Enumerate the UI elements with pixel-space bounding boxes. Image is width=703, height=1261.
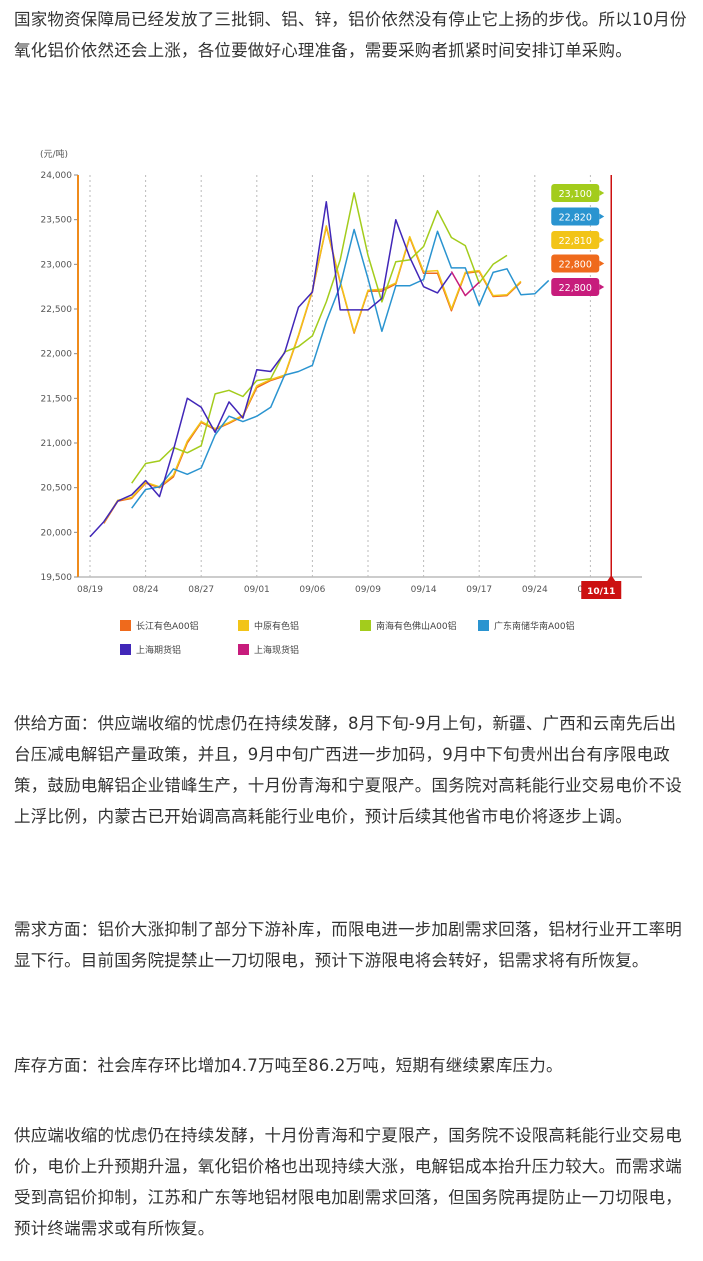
inventory-paragraph: 库存方面：社会库存环比增加4.7万吨至86.2万吨，短期有继续累库压力。 (14, 1056, 563, 1075)
y-tick-label: 20,500 (41, 484, 73, 494)
end-value-badge-pointer (599, 190, 605, 196)
legend-label: 上海现货铝 (254, 644, 299, 656)
series-line (131, 192, 508, 484)
y-tick-label: 20,000 (41, 528, 73, 538)
series-line (131, 228, 550, 509)
y-tick-label: 22,000 (41, 350, 73, 360)
y-tick-label: 19,500 (41, 573, 73, 583)
current-date-badge-pointer (607, 575, 616, 581)
legend-swatch (478, 620, 489, 631)
end-value-label: 22,800 (559, 283, 592, 294)
legend-swatch (120, 620, 131, 631)
y-tick-label: 23,000 (41, 260, 73, 270)
x-tick-label: 08/24 (133, 585, 159, 595)
y-tick-label: 21,500 (41, 394, 73, 404)
x-tick-label: 08/19 (77, 585, 103, 595)
x-tick-label: 09/01 (244, 585, 270, 595)
end-value-badge-pointer (599, 237, 605, 243)
demand-paragraph: 需求方面：铝价大涨抑制了部分下游补库，而限电进一步加剧需求回落，铝材行业开工率明… (14, 920, 682, 970)
legend-label: 上海期货铝 (136, 644, 181, 656)
legend-swatch (238, 644, 249, 655)
end-value-badge (551, 231, 600, 249)
intro-paragraph: 国家物资保障局已经发放了三批铜、铝、锌，铝价依然没有停止它上扬的步伐。所以10月… (14, 10, 687, 60)
y-tick-label: 23,500 (41, 216, 73, 226)
legend-swatch (360, 620, 371, 631)
current-date-badge (581, 581, 622, 599)
end-value-label: 22,810 (559, 236, 592, 247)
end-value-badge-pointer (599, 284, 605, 290)
y-tick-label: 24,000 (41, 171, 73, 181)
end-value-badge (551, 254, 600, 273)
current-date-label: 10/11 (587, 587, 615, 597)
end-value-badge (551, 207, 600, 226)
legend-label: 长江有色A00铝 (136, 620, 199, 632)
end-value-badge (551, 184, 600, 202)
chart-svg: (元/吨) 19,500 20,000 20,500 21,000 21,500 22,00… (40, 148, 642, 656)
aluminum-price-chart: (元/吨) 19,500 20,000 20,500 21,000 21,500 22,00… (30, 140, 670, 670)
y-tick-label: 21,000 (41, 439, 73, 449)
end-value-label: 22,800 (559, 260, 592, 271)
legend-swatch (238, 620, 249, 631)
end-value-badge-pointer (599, 213, 605, 220)
summary-paragraph: 供应端收缩的忧虑仍在持续发酵，十月份青海和宁夏限产，国务院不设限高耗能行业交易电… (14, 1126, 682, 1238)
legend-label: 中原有色铝 (254, 620, 299, 632)
legend-label: 南海有色佛山A00铝 (376, 620, 457, 632)
supply-paragraph: 供给方面：供应端收缩的忧虑仍在持续发酵，8月下旬-9月上旬，新疆、广西和云南先后… (14, 714, 682, 826)
x-tick-label: 09/17 (466, 585, 492, 595)
x-tick-label: 09/09 (355, 585, 381, 595)
x-tick-label: 09/14 (411, 585, 437, 595)
end-value-badge-pointer (599, 260, 605, 267)
y-axis-label: (元/吨) (40, 148, 68, 160)
series-line (450, 271, 480, 297)
x-tick-label: 08/27 (188, 585, 214, 595)
end-value-label: 23,100 (559, 189, 592, 200)
x-tick-label: 09/06 (299, 585, 325, 595)
series-line (89, 201, 453, 538)
x-tick-label: 09/24 (522, 585, 548, 595)
legend-label: 广东南储华南A00铝 (494, 620, 575, 632)
y-tick-label: 22,500 (41, 305, 73, 315)
legend-swatch (120, 644, 131, 655)
end-value-badge (551, 278, 600, 296)
end-value-label: 22,820 (559, 213, 592, 224)
